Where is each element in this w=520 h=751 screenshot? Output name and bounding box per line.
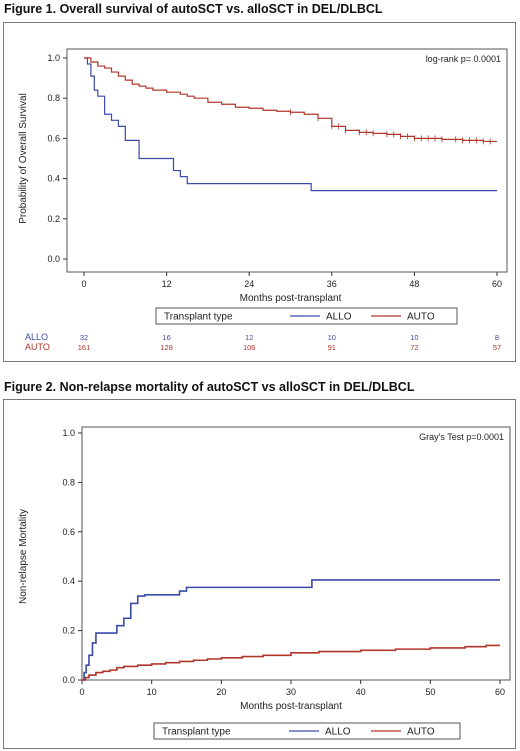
series-line-allo [82, 579, 500, 681]
y-tick-label: 0.8 [62, 477, 75, 487]
x-tick-label: 60 [495, 687, 505, 697]
y-axis-label: Non-relapse Mortality [18, 509, 29, 604]
series-line-auto [84, 57, 497, 143]
risk-cell: 91 [328, 343, 336, 352]
test-annotation: log-rank p= 0.0001 [426, 54, 501, 64]
x-axis-label: Months post-transplant [240, 293, 342, 304]
y-tick-label: 0.0 [62, 675, 75, 685]
risk-cell: 16 [162, 333, 170, 342]
legend-title: Transplant type [164, 312, 233, 323]
y-tick-label: 0.2 [62, 626, 75, 636]
y-tick-label: 0.6 [62, 527, 75, 537]
risk-cell: 32 [80, 333, 88, 342]
x-tick-label: 0 [81, 279, 86, 289]
plot-area [66, 48, 508, 273]
risk-cell: 10 [328, 333, 336, 342]
x-tick-label: 24 [244, 279, 254, 289]
risk-cell: 8 [495, 333, 499, 342]
risk-cell: 10 [410, 333, 418, 342]
x-tick-label: 10 [147, 687, 157, 697]
figure2-title: Figure 2. Non-relapse mortality of autoS… [4, 380, 415, 394]
risk-cell: 106 [243, 343, 256, 352]
legend-label-allo: ALLO [326, 312, 352, 323]
figure2-panel: 0.0 0.2 0.4 0.6 0.8 1.0 0 10 20 30 40 50 60 Months po… [3, 399, 516, 749]
legend-label-auto: AUTO [407, 312, 435, 323]
x-tick-label: 30 [286, 687, 296, 697]
series-line-auto [82, 644, 500, 681]
x-tick-label: 40 [356, 687, 366, 697]
y-tick-label: 0.6 [47, 133, 60, 143]
risk-cell: 57 [493, 343, 501, 352]
x-tick-label: 20 [216, 687, 226, 697]
figure1-panel: 0.0 0.2 0.4 0.6 0.8 1.0 0 12 24 36 48 60 Months post… [3, 22, 516, 362]
legend-title: Transplant type [162, 727, 231, 738]
x-tick-label: 0 [79, 687, 84, 697]
y-tick-label: 1.0 [47, 53, 60, 63]
legend-label-auto: AUTO [407, 727, 435, 738]
x-tick-label: 12 [162, 279, 172, 289]
risk-row-label-allo: ALLO [25, 332, 48, 342]
risk-cell: 128 [160, 343, 173, 352]
x-tick-label: 48 [409, 279, 419, 289]
y-tick-label: 0.4 [47, 174, 60, 184]
nrm-chart: 0.0 0.2 0.4 0.6 0.8 1.0 0 10 20 30 40 50 60 Months po… [18, 426, 511, 740]
legend-label-allo: ALLO [325, 727, 351, 738]
y-tick-label: 0.8 [47, 93, 60, 103]
y-axis-label: Probability of Overall Survival [18, 93, 29, 224]
x-tick-label: 50 [425, 687, 435, 697]
y-tick-label: 0.4 [62, 576, 75, 586]
x-tick-label: 36 [327, 279, 337, 289]
y-tick-label: 1.0 [62, 428, 75, 438]
survival-chart: 0.0 0.2 0.4 0.6 0.8 1.0 0 12 24 36 48 60 Months post… [18, 48, 508, 352]
plot-area [81, 426, 511, 681]
figure1-title: Figure 1. Overall survival of autoSCT vs… [4, 2, 383, 16]
x-axis-label: Months post-transplant [240, 701, 342, 712]
risk-cell: 72 [410, 343, 418, 352]
test-annotation: Gray's Test p=0.0001 [419, 432, 504, 442]
risk-cell: 12 [245, 333, 253, 342]
series-line-allo [84, 57, 497, 192]
risk-cell: 161 [78, 343, 91, 352]
x-tick-label: 60 [492, 279, 502, 289]
y-tick-label: 0.2 [47, 214, 60, 224]
risk-row-label-auto: AUTO [25, 342, 50, 352]
y-tick-label: 0.0 [47, 254, 60, 264]
